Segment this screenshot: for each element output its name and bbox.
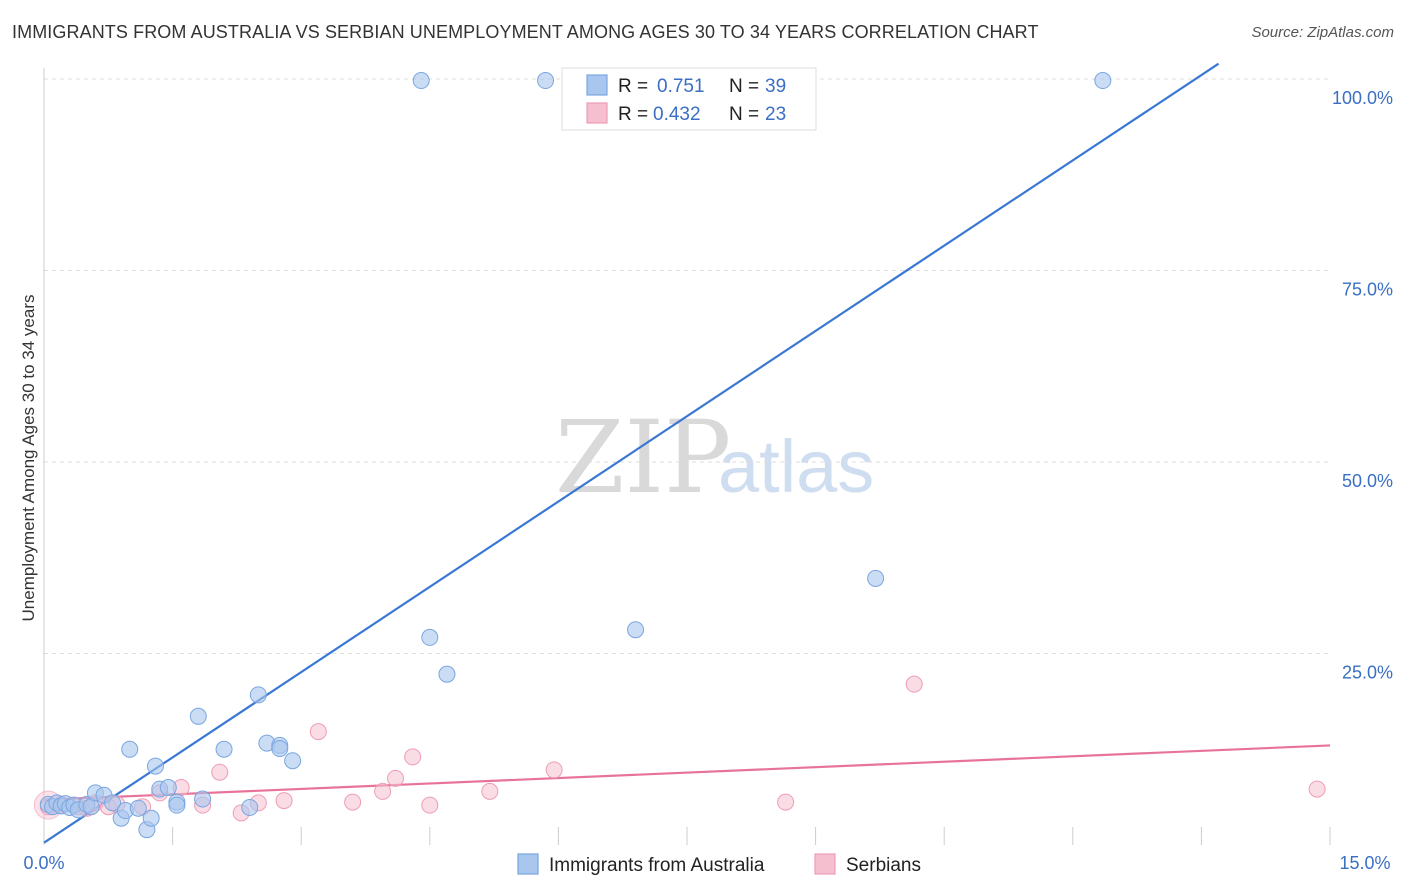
point-australia — [168, 796, 186, 814]
point-serbians — [1308, 780, 1326, 798]
point-australia — [627, 621, 645, 639]
y-axis-label: Unemployment Among Ages 30 to 34 years — [19, 295, 38, 622]
chart-title: IMMIGRANTS FROM AUSTRALIA VS SERBIAN UNE… — [12, 22, 1039, 42]
series-label-australia: Immigrants from Australia — [549, 855, 765, 876]
legend-swatch-blue — [586, 74, 608, 96]
point-australia — [412, 72, 430, 90]
grid-layer — [44, 78, 1330, 654]
trend-layer — [43, 62, 1331, 844]
point-australia — [537, 72, 555, 90]
point-australia — [271, 739, 289, 757]
legend-n-value: 39 — [765, 76, 786, 97]
point-serbians — [211, 763, 229, 781]
y-tick-label: 50.0% — [1342, 471, 1393, 491]
legend-n-label: N = — [729, 76, 759, 97]
legend-n-value: 23 — [765, 104, 786, 125]
point-serbians — [421, 796, 439, 814]
legend-n-label: N = — [729, 104, 759, 125]
point-australia — [438, 665, 456, 683]
stats-legend: R = 0.751 N = 39 R = 0.432 N = 23 — [561, 67, 817, 131]
point-australia — [159, 779, 177, 797]
point-serbians — [777, 793, 795, 811]
point-australia — [867, 569, 885, 587]
legend-swatch-pink — [586, 102, 608, 124]
trendline-australia — [43, 62, 1220, 844]
point-australia — [104, 794, 122, 812]
point-serbians — [309, 723, 327, 741]
trendline-serbians — [43, 744, 1331, 801]
point-serbians — [481, 782, 499, 800]
point-australia — [142, 809, 160, 827]
series-swatch-australia — [517, 853, 539, 875]
point-serbians — [275, 792, 293, 810]
axes-layer — [43, 68, 1331, 845]
y-tick-label: 25.0% — [1342, 663, 1393, 683]
watermark-zip: ZIP — [555, 399, 731, 516]
point-australia — [421, 628, 439, 646]
point-serbians — [374, 782, 392, 800]
point-serbians — [404, 748, 422, 766]
point-serbians — [344, 793, 362, 811]
point-australia — [129, 799, 147, 817]
series-label-serbians: Serbians — [846, 855, 921, 876]
watermark-atlas: atlas — [718, 425, 874, 508]
point-australia — [284, 752, 302, 770]
series-legend: Immigrants from Australia Serbians — [517, 853, 921, 876]
x-tick-label: 15.0% — [1339, 853, 1390, 873]
point-australia — [194, 790, 212, 808]
legend-r-value: 0.751 — [657, 76, 705, 97]
points-layer — [33, 72, 1326, 839]
point-australia — [121, 740, 139, 758]
y-tick-label: 75.0% — [1342, 280, 1393, 300]
ticks-layer: 25.0% 50.0% 75.0% 100.0% 0.0% 15.0% — [23, 88, 1393, 873]
point-serbians — [545, 761, 563, 779]
source-label: Source: ZipAtlas.com — [1251, 24, 1394, 41]
point-australia — [189, 707, 207, 725]
point-australia — [249, 686, 267, 704]
point-serbians — [905, 675, 923, 693]
y-tick-label: 100.0% — [1332, 88, 1393, 108]
point-australia — [215, 740, 233, 758]
series-swatch-serbians — [814, 853, 836, 875]
point-australia — [241, 798, 259, 816]
legend-r-label: R = — [618, 76, 648, 97]
point-australia — [1094, 72, 1112, 90]
x-tick-label: 0.0% — [23, 853, 64, 873]
point-australia — [146, 757, 164, 775]
legend-r-label: R = — [618, 104, 648, 125]
point-serbians — [387, 769, 405, 787]
legend-r-value: 0.432 — [653, 104, 701, 125]
